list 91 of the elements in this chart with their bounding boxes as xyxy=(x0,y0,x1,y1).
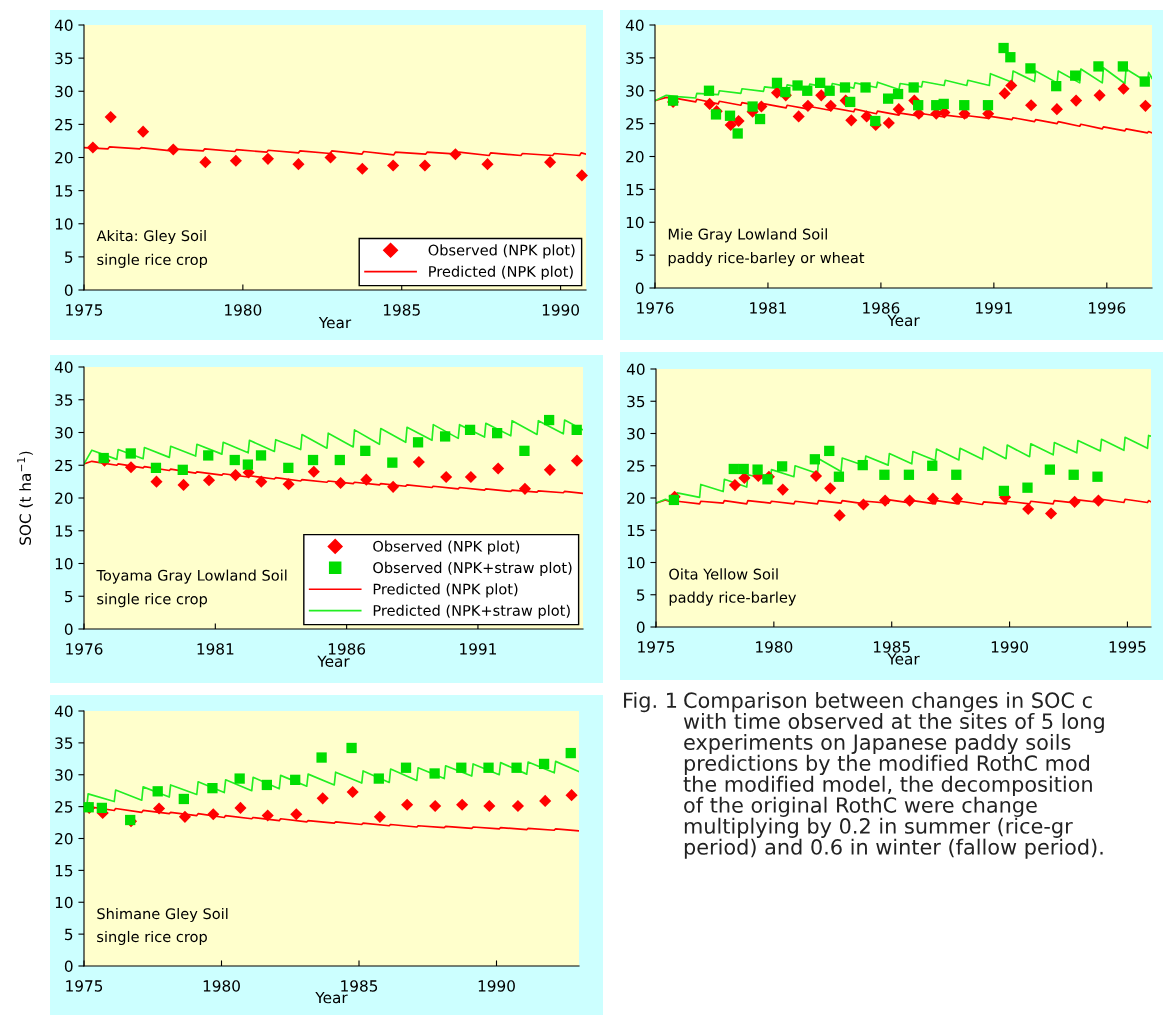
y-tick-label: 15 xyxy=(55,865,73,877)
y-tick-label: 35 xyxy=(55,737,73,749)
x-tick-label: 1996 xyxy=(1089,302,1126,314)
y-axis-title: SOC (t ha$^{−1}$) xyxy=(17,451,33,545)
x-tick-label: 1975 xyxy=(638,641,675,653)
y-tick-label: 10 xyxy=(55,218,73,230)
y-tick-label: 25 xyxy=(627,460,645,472)
x-tick-label: 1980 xyxy=(203,980,240,992)
annotation: paddy rice-barley xyxy=(669,591,797,606)
y-tick-label: 0 xyxy=(64,284,73,297)
y-tick-label: 25 xyxy=(55,118,73,131)
y-tick-label: 10 xyxy=(55,896,73,909)
y-tick-label: 35 xyxy=(626,52,644,64)
y-tick-label: 5 xyxy=(636,249,644,262)
y-tick-label: 15 xyxy=(627,524,645,537)
y-tick-label: 0 xyxy=(635,282,644,295)
y-tick-label: 20 xyxy=(55,832,73,845)
annotation: Mie Gray Lowland Soil xyxy=(668,228,827,243)
x-tick-label: 1990 xyxy=(542,304,580,316)
x-tick-label: 1975 xyxy=(66,304,103,316)
y-tick-label: 30 xyxy=(55,85,73,98)
legend-label: Predicted (NPK plot) xyxy=(373,583,518,598)
y-tick-label: 15 xyxy=(626,184,644,196)
y-tick-label: 40 xyxy=(54,361,73,374)
annotation: single rice crop xyxy=(97,930,207,946)
text: Comparison between changes in SOC c with time observed at the sites of 5 long experiments on Japanese paddy soils predictions by the modified RothC mod the modified model, the decomposition of the original RothC were change multiplying by 0.2 in summer (rice-gr period) and 0.6 in winter (fallow period). xyxy=(683,692,1104,859)
y-tick-label: 20 xyxy=(627,492,645,505)
y-tick-label: 10 xyxy=(55,557,73,570)
annotation: Akita: Gley Soil xyxy=(96,229,206,245)
y-tick-label: 10 xyxy=(626,216,644,229)
y-tick-label: 5 xyxy=(637,589,645,601)
y-tick-label: 25 xyxy=(626,118,644,130)
y-tick-label: 30 xyxy=(55,426,73,439)
y-tick-label: 0 xyxy=(636,621,645,634)
y-tick-label: 15 xyxy=(55,185,73,197)
x-tick-label: 1981 xyxy=(197,643,234,655)
x-tick-label: 1976 xyxy=(637,302,674,314)
x-axis-title: Year xyxy=(317,655,350,668)
y-tick-label: 20 xyxy=(55,492,73,505)
x-axis-title: Year xyxy=(318,316,352,329)
x-tick-label: 1991 xyxy=(460,643,496,655)
y-tick-label: 20 xyxy=(55,151,73,164)
y-tick-label: 40 xyxy=(626,363,645,376)
y-tick-label: 25 xyxy=(55,459,73,472)
y-tick-label: 40 xyxy=(54,19,73,32)
y-tick-label: 15 xyxy=(55,525,73,537)
x-axis-title: Year xyxy=(887,314,920,327)
x-tick-label: 1975 xyxy=(66,980,103,992)
annotation: single rice crop xyxy=(97,253,208,268)
x-tick-label: 1981 xyxy=(750,302,786,314)
x-tick-label: 1986 xyxy=(863,302,900,314)
x-tick-label: 1980 xyxy=(225,304,262,316)
annotation: Shimane Gley Soil xyxy=(97,907,228,923)
legend-label: Predicted (NPK plot) xyxy=(429,265,573,280)
y-tick-label: 30 xyxy=(626,85,644,97)
y-tick-label: 20 xyxy=(626,150,644,163)
y-tick-label: 5 xyxy=(65,251,73,263)
y-tick-label: 35 xyxy=(627,395,645,408)
x-tick-label: 1980 xyxy=(756,641,793,653)
y-tick-label: 35 xyxy=(55,52,73,65)
x-tick-label: 1986 xyxy=(328,643,366,655)
y-tick-label: 10 xyxy=(627,556,645,569)
annotation: Toyama Gray Lowland Soil xyxy=(96,569,287,584)
legend-label: Predicted (NPK+straw plot) xyxy=(373,604,570,619)
y-tick-label: 35 xyxy=(55,394,73,406)
y-tick-label: 40 xyxy=(54,705,73,718)
y-tick-label: 0 xyxy=(64,623,73,636)
x-axis-title: Year xyxy=(887,653,920,665)
x-tick-label: 1985 xyxy=(873,641,910,653)
x-tick-label: 1976 xyxy=(66,643,103,655)
y-tick-label: 30 xyxy=(627,427,645,440)
legend-label: Observed (NPK plot) xyxy=(373,540,520,555)
x-axis-title: Year xyxy=(315,991,348,1004)
y-tick-label: 5 xyxy=(65,590,73,603)
y-tick-label: 0 xyxy=(64,960,73,973)
x-tick-label: 1985 xyxy=(341,980,378,992)
annotation: paddy rice-barley or wheat xyxy=(668,252,865,267)
y-tick-label: 30 xyxy=(55,769,73,781)
annotation: single rice crop xyxy=(97,593,208,608)
x-tick-label: 1995 xyxy=(1109,641,1146,653)
legend-label: Observed (NPK+straw plot) xyxy=(373,561,572,576)
annotation: Oita Yellow Soil xyxy=(669,568,778,580)
x-tick-label: 1990 xyxy=(991,641,1028,653)
y-tick-label: 5 xyxy=(65,928,73,941)
x-tick-label: 1990 xyxy=(478,980,515,992)
legend-label: Observed (NPK plot) xyxy=(428,244,575,259)
y-tick-label: 40 xyxy=(625,19,644,32)
caption: Fig. 1 xyxy=(624,692,677,713)
x-tick-label: 1985 xyxy=(383,304,420,316)
y-tick-label: 25 xyxy=(55,801,73,813)
x-tick-label: 1991 xyxy=(976,302,1012,314)
